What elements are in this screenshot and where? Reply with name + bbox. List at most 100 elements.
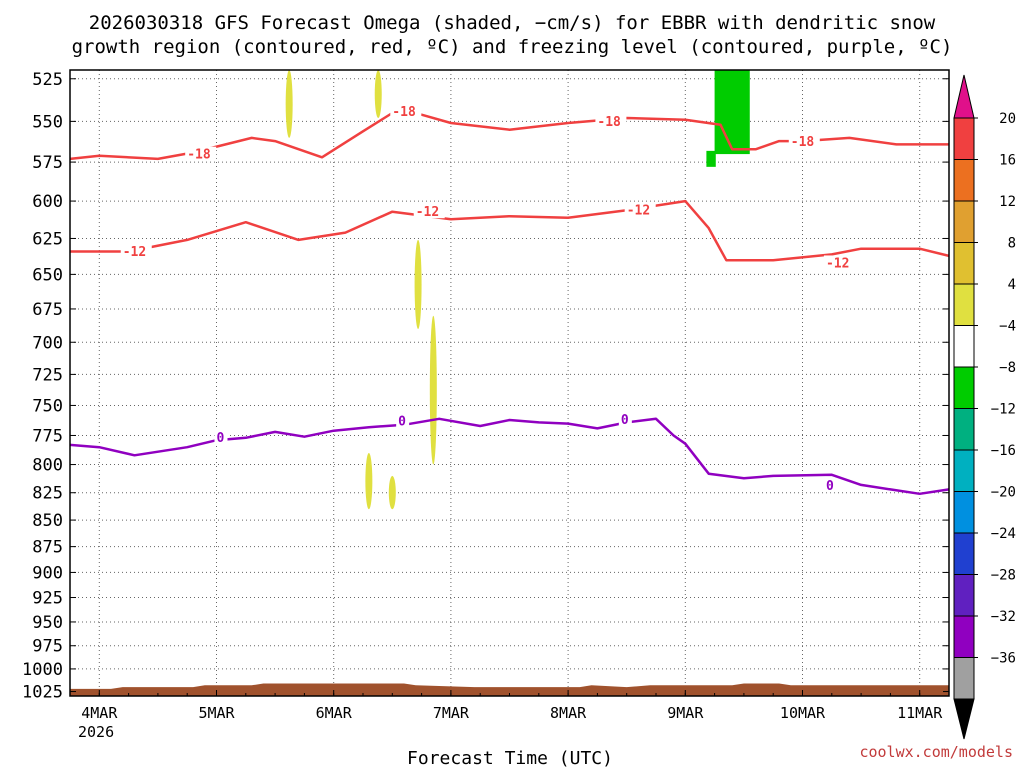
colorbar-over-triangle (953, 74, 975, 119)
x-tick-label: 5MAR (198, 704, 235, 722)
contour-label-bg (120, 243, 152, 258)
colorbar-segment (953, 657, 975, 700)
x-tick-label: 8MAR (550, 704, 587, 722)
y-tick-label: 1000 (22, 660, 63, 680)
x-tick-label: 9MAR (667, 704, 704, 722)
y-tick-label: 950 (32, 613, 63, 633)
contour-label-bg (618, 412, 632, 427)
contour-label-bg (396, 413, 410, 428)
colorbar-under-triangle (953, 698, 975, 740)
colorbar-segment (953, 491, 975, 534)
y-tick-label: 650 (32, 265, 63, 285)
colorbar-segment (953, 615, 975, 658)
contour-label: 0 (217, 431, 225, 446)
contour-label-bg (823, 478, 837, 493)
y-tick-label: 675 (32, 300, 63, 320)
omega-shade-region (388, 475, 396, 510)
contour-line--12 (70, 199, 950, 262)
y-tick-label: 750 (32, 396, 63, 416)
contour-label: -12 (627, 204, 650, 219)
omega-shade-region (374, 70, 382, 119)
chart-title-line-2: growth region (contoured, red, ºC) and f… (72, 36, 953, 58)
y-tick-label: 575 (32, 153, 63, 173)
contour-label: 0 (826, 479, 834, 494)
contour-label: -18 (187, 148, 211, 163)
colorbar-label: −4 (999, 319, 1016, 335)
colorbar-label: 20 (999, 111, 1016, 127)
colorbar-segment (953, 283, 975, 326)
contour-series: -18 -18 -18 -18 -12 -12 -12 -12 0 0 0 0 (69, 104, 950, 496)
contour-label: -12 (826, 256, 849, 271)
contour-label: -18 (791, 135, 815, 150)
contour-label-bg (185, 146, 217, 161)
colorbar-segment (953, 532, 975, 575)
y-tick-label: 625 (32, 229, 63, 249)
x-tick-label: 11MAR (897, 704, 943, 722)
omega-shade-region (285, 70, 293, 138)
colorbar-segment (953, 574, 975, 617)
contour-label: -18 (392, 105, 416, 120)
omega-shade-region (365, 453, 373, 510)
colorbar-label: 12 (999, 194, 1016, 210)
plot-frame (69, 69, 950, 697)
omega-shade-region (414, 239, 422, 330)
colorbar-label: 16 (999, 153, 1016, 169)
y-tick-label: 775 (32, 426, 63, 446)
colorbar-label: −12 (991, 402, 1016, 418)
colorbar-label: −36 (991, 651, 1016, 667)
colorbar-label: −20 (991, 485, 1016, 501)
colorbar-label: −24 (991, 526, 1016, 542)
x-tick-label: 4MAR (81, 704, 118, 722)
colorbar-segment (953, 200, 975, 243)
contour-label-bg (624, 202, 656, 217)
y-tick-label: 600 (32, 192, 63, 212)
colorbar-label: 8 (1008, 236, 1016, 252)
contour-label: -12 (123, 245, 146, 260)
y-axis-ticks: 525 550 575 600 625 650 675 700 725 750 775 800 825 8… (22, 70, 949, 703)
colorbar: 20 16 12 8 4 −4 −8 −12 −16 −20 −24 −28 −32 −36 (953, 74, 1016, 740)
omega-shading (285, 70, 750, 510)
contour-label: 0 (621, 413, 629, 428)
terrain-area (70, 683, 949, 696)
contour-label: -18 (597, 115, 621, 130)
y-tick-label: 725 (32, 365, 63, 385)
y-tick-label: 975 (32, 637, 63, 657)
colorbar-label: −8 (999, 360, 1016, 376)
colorbar-segment (953, 325, 975, 368)
x-tick-year: 2026 (78, 723, 114, 741)
colorbar-label: 4 (1008, 277, 1016, 293)
y-tick-label: 925 (32, 589, 63, 609)
colorbar-segment (953, 159, 975, 202)
y-tick-label: 825 (32, 484, 63, 504)
colorbar-segment (953, 408, 975, 451)
y-tick-label: 800 (32, 456, 63, 476)
contour-label-bg (595, 114, 627, 129)
x-tick-label: 7MAR (433, 704, 470, 722)
contour-label: -12 (416, 205, 439, 220)
contour-line--18 (69, 111, 949, 161)
y-tick-label: 525 (32, 70, 63, 90)
colorbar-label: −28 (991, 568, 1016, 584)
colorbar-segment (953, 242, 975, 285)
colorbar-label: −16 (991, 443, 1016, 459)
colorbar-segment (953, 117, 975, 160)
omega-shade-region (429, 315, 437, 465)
omega-shade-region (706, 150, 716, 167)
colorbar-segment (953, 449, 975, 492)
x-axis-label: Forecast Time (UTC) (407, 748, 613, 768)
contour-label-bg (823, 255, 855, 270)
grid (70, 70, 949, 696)
chart-title-line-1: 2026030318 GFS Forecast Omega (shaded, −… (89, 12, 936, 34)
y-tick-label: 700 (32, 333, 63, 353)
omega-shade-region (714, 70, 750, 155)
colorbar-segment (953, 366, 975, 409)
x-tick-label: 6MAR (316, 704, 353, 722)
contour-label-bg (214, 430, 228, 445)
y-tick-label: 850 (32, 511, 63, 531)
credit-text: coolwx.com/models (859, 743, 1013, 761)
y-tick-label: 1025 (22, 683, 63, 703)
x-tick-label: 10MAR (780, 704, 826, 722)
terrain (70, 683, 949, 696)
contour-label: 0 (398, 414, 406, 429)
